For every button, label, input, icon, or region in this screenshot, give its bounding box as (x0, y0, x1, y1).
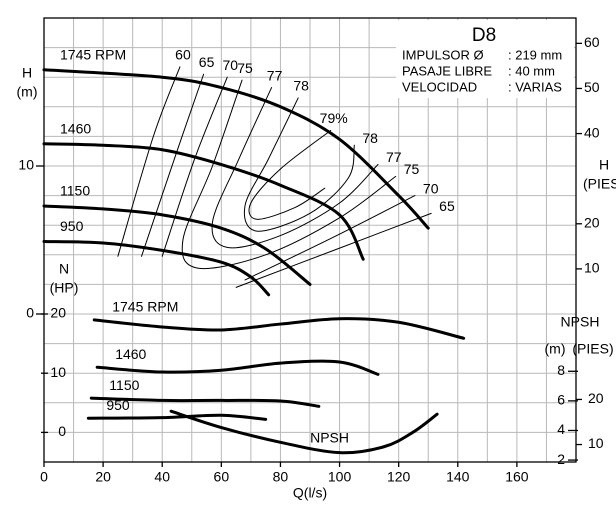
curve-label: 1745 RPM (60, 47, 126, 63)
performance-curve (42, 204, 312, 286)
performance-curve (169, 409, 439, 455)
efficiency-label: 75 (404, 161, 420, 177)
x-tick-label: 80 (273, 469, 289, 485)
hft-tick-label: 10 (584, 260, 600, 276)
info-key: VELOCIDAD (402, 79, 477, 94)
efficiency-curve (248, 129, 332, 220)
h-tick-label: 10 (18, 157, 34, 173)
info-box: D8 IMPULSOR Ø : 219 mm PASAJE LIBRE : 40… (396, 20, 574, 98)
curve-label: NPSH (310, 429, 349, 445)
efficiency-label: 60 (175, 47, 191, 63)
x-axis-title: Q(l/s) (293, 485, 327, 501)
npsh-tick-label: 4 (557, 421, 565, 437)
curve-label: 1460 (60, 121, 91, 137)
curve-label: 950 (60, 218, 84, 234)
x-tick-label: 0 (40, 469, 48, 485)
efficiency-curve (161, 76, 416, 281)
plot-frame (43, 17, 577, 463)
performance-curve (42, 142, 365, 261)
efficiency-label: 77 (386, 149, 402, 165)
info-value: : 40 mm (508, 63, 555, 78)
hft-tick-label: 60 (584, 34, 600, 50)
hft-tick-label: 40 (584, 124, 600, 140)
efficiency-curve (181, 79, 397, 270)
npsh-tick-label: 2 (557, 451, 565, 467)
efficiency-curve (141, 73, 432, 288)
efficiency-label: 70 (423, 180, 439, 196)
efficiency-label: 78 (362, 130, 378, 146)
npsh-ft-tick-label: 20 (588, 390, 604, 406)
info-title: D8 (472, 25, 496, 46)
x-tick-label: 40 (154, 469, 170, 485)
efficiency-label: 78 (293, 78, 309, 94)
h-tick-label: 0 (26, 305, 34, 321)
curve-label: 1150 (109, 377, 139, 393)
info-key: IMPULSOR Ø (402, 47, 484, 62)
hft-axis-unit: (PIES (583, 176, 616, 192)
efficiency-label: 75 (237, 60, 253, 76)
x-tick-label: 140 (446, 469, 470, 485)
performance-curve (89, 396, 321, 408)
efficiency-curve (243, 97, 355, 232)
n-axis-unit: (HP) (50, 280, 79, 296)
npsh-axis-title: NPSH (561, 314, 600, 330)
npsh-tick-label: 6 (557, 392, 565, 408)
curve-label: 950 (106, 397, 130, 413)
npsh-tick-label: 8 (557, 362, 565, 378)
efficiency-label: 79% (320, 110, 348, 126)
efficiency-label: 70 (222, 57, 238, 73)
curve-label: 1745 RPM (112, 299, 178, 315)
n-tick-label: 20 (50, 305, 66, 321)
info-value: : VARIAS (508, 79, 562, 94)
x-tick-label: 60 (214, 469, 230, 485)
efficiency-curve (117, 66, 181, 257)
efficiency-label: 65 (199, 54, 215, 70)
efficiency-label: 77 (267, 67, 283, 83)
x-tick-label: 160 (505, 469, 529, 485)
hft-tick-label: 50 (584, 79, 600, 95)
performance-curve (42, 68, 430, 230)
npsh-axis-unit: (m) (545, 341, 566, 357)
npsh-ft-tick-label: 10 (588, 435, 604, 451)
performance-curve (95, 359, 380, 376)
x-tick-label: 100 (328, 469, 352, 485)
curve-label: 1150 (60, 183, 90, 199)
n-axis-title: N (59, 261, 69, 277)
h-axis-unit: (m) (17, 84, 38, 100)
hft-tick-label: 20 (584, 214, 600, 230)
x-tick-label: 20 (95, 469, 111, 485)
n-tick-label: 10 (50, 364, 66, 380)
efficiency-curve (211, 87, 379, 249)
info-background (396, 20, 574, 98)
n-tick-label: 0 (58, 423, 66, 439)
efficiency-label: 65 (439, 198, 455, 214)
h-axis-title: H (22, 65, 32, 81)
info-value: : 219 mm (508, 47, 562, 62)
performance-curve (42, 239, 271, 297)
curves (42, 66, 466, 455)
curve-label: 1460 (115, 346, 146, 362)
performance-curve (92, 317, 466, 340)
x-tick-label: 120 (387, 469, 411, 485)
info-key: PASAJE LIBRE (402, 63, 492, 78)
hft-axis-title: H (599, 157, 609, 173)
npsh-ft-axis-unit: (PIES) (572, 341, 613, 357)
